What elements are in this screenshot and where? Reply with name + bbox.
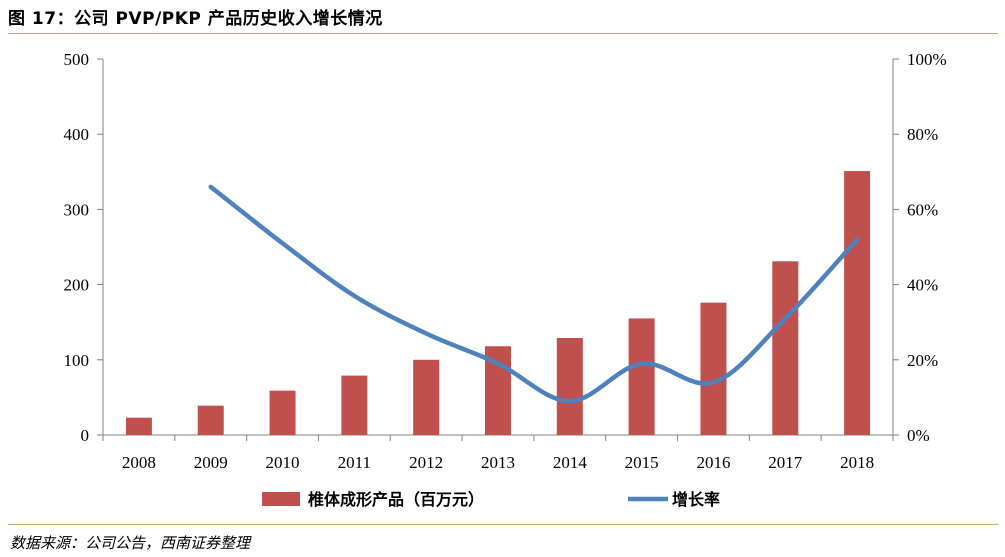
- bar: [197, 405, 224, 435]
- right-tick-label: 100%: [907, 50, 947, 69]
- x-tick-label: 2013: [481, 453, 515, 472]
- legend-label-bar: 椎体成形产品（百万元）: [308, 490, 484, 509]
- right-tick-label: 0%: [907, 426, 930, 445]
- x-tick-label: 2017: [768, 453, 803, 472]
- bar: [269, 390, 296, 435]
- x-tick-label: 2018: [840, 453, 874, 472]
- bar-series: [125, 171, 871, 435]
- x-tick-label: 2009: [194, 453, 228, 472]
- x-tick-label: 2016: [696, 453, 730, 472]
- x-tick-label: 2015: [625, 453, 659, 472]
- left-tick-label: 300: [64, 200, 90, 219]
- right-tick-label: 60%: [907, 200, 938, 219]
- title-divider: [8, 33, 998, 34]
- chart: 0 100 200 300 400 500 0% 20% 40% 60% 80% 100% 2008 20…: [64, 50, 947, 509]
- source-divider: [8, 524, 998, 525]
- bar: [700, 302, 727, 435]
- bar: [628, 318, 655, 435]
- legend: 椎体成形产品（百万元） 增长率: [262, 490, 720, 509]
- legend-swatch-bar: [262, 492, 300, 506]
- left-tick-label: 100: [64, 351, 90, 370]
- x-tick-label: 2014: [553, 453, 588, 472]
- x-tick-label: 2010: [266, 453, 300, 472]
- left-tick-label: 0: [81, 426, 90, 445]
- left-tick-label: 400: [64, 125, 90, 144]
- x-tick-label: 2012: [409, 453, 443, 472]
- x-tick-label: 2011: [338, 453, 371, 472]
- source-note: 数据来源：公司公告，西南证券整理: [10, 534, 251, 552]
- bar: [125, 417, 152, 435]
- bar: [772, 261, 799, 435]
- right-tick-label: 40%: [907, 276, 938, 295]
- line-series: [208, 184, 860, 404]
- bar: [341, 375, 368, 435]
- bar: [413, 359, 440, 435]
- growth-rate-line: [208, 184, 860, 404]
- x-tick-label: 2008: [122, 453, 156, 472]
- bar: [844, 171, 871, 435]
- left-tick-label: 500: [64, 50, 90, 69]
- bar: [556, 337, 583, 435]
- right-tick-label: 20%: [907, 351, 938, 370]
- figure-title: 图 17：公司 PVP/PKP 产品历史收入增长情况: [8, 9, 383, 29]
- left-tick-label: 200: [64, 276, 90, 295]
- right-tick-label: 80%: [907, 125, 938, 144]
- legend-label-line: 增长率: [672, 490, 720, 509]
